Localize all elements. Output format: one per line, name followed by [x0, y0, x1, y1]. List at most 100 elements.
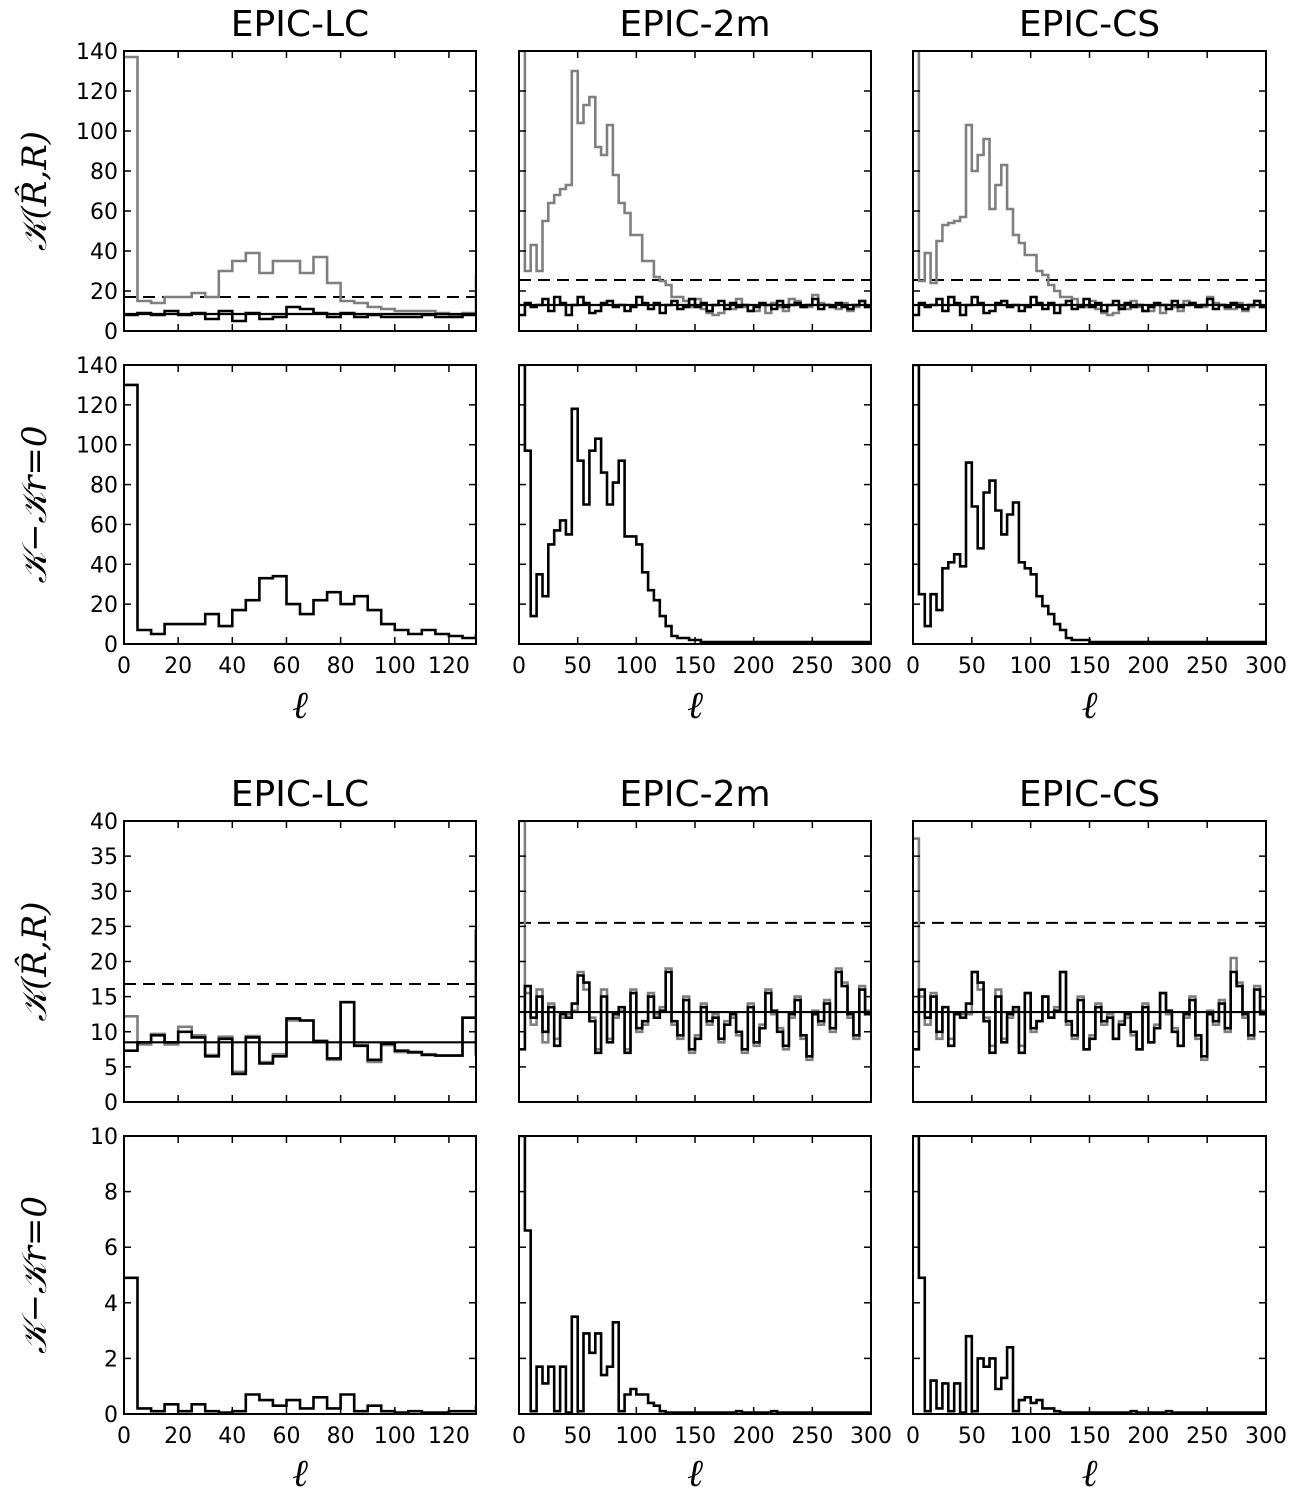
series-gray-line	[913, 837, 1266, 1062]
y-tick-label: 40	[90, 810, 118, 835]
y-tick-label: 4	[104, 1292, 118, 1317]
series-gray-line	[124, 929, 476, 1074]
x-tick-label: 0	[512, 1424, 526, 1449]
y-tick-label: 140	[76, 40, 118, 65]
series-gray-line	[519, 821, 871, 1062]
y-axis-label: 𝒦(R̂,R)	[14, 131, 55, 251]
y-tick-label: 0	[104, 633, 118, 658]
panel-EPIC-CS-row1	[912, 50, 1267, 332]
panel-EPIC-2m-row2: 0 50 100 150 200 250 300	[512, 364, 892, 679]
y-axis-label: 𝒦(R̂,R)	[14, 901, 55, 1021]
panel-title: EPIC-2m	[619, 4, 770, 45]
panel-EPIC-LC-row2: 0 20 40 60 80 100 120 0 20 40 60 80 100 120 140	[76, 354, 477, 679]
y-tick-label: 80	[90, 160, 118, 185]
axes-frame	[123, 820, 477, 1103]
series-gray-line	[124, 55, 476, 317]
x-tick-label: 80	[327, 654, 355, 679]
x-axis-label: ℓ	[687, 1451, 703, 1494]
y-tick-label: 30	[90, 880, 118, 905]
y-tick-label: 10	[90, 1125, 118, 1150]
y-tick-label: 140	[76, 354, 118, 379]
panel-title: EPIC-2m	[619, 774, 770, 815]
panel-EPIC-CS-row2: 0 50 100 150 200 250 300	[906, 1135, 1287, 1449]
x-tick-label: 50	[958, 1424, 986, 1449]
y-tick-label: 100	[76, 120, 118, 145]
x-axis-label: ℓ	[292, 683, 308, 727]
series-black-line	[519, 365, 871, 644]
x-tick-label: 0	[117, 654, 131, 679]
y-tick-label: 0	[104, 1403, 118, 1428]
y-tick-label: 0	[104, 1091, 118, 1116]
y-tick-label: 8	[104, 1181, 118, 1206]
x-tick-label: 60	[272, 654, 300, 679]
y-axis-label: 𝒦−𝒦r=0	[15, 425, 55, 583]
axes-frame	[123, 1135, 477, 1415]
x-tick-label: 300	[850, 1424, 892, 1449]
x-tick-label: 80	[327, 1424, 355, 1449]
panel-EPIC-LC-row2: 0 20 40 60 80 100 120 0 2 4 6 8 10	[90, 1125, 477, 1449]
x-tick-label: 300	[1245, 1424, 1287, 1449]
y-tick-label: 0	[104, 320, 118, 345]
series-gray-line	[519, 51, 871, 317]
chart-group-top: EPIC-LC 0 20 40 60 80 100 120 140 0 20 40 60 80 100 120…	[14, 4, 1287, 727]
panel-EPIC-2m-row1	[518, 820, 872, 1103]
series-black-line	[913, 365, 1266, 644]
panel-title: EPIC-LC	[231, 774, 369, 815]
panel-title: EPIC-CS	[1019, 774, 1160, 815]
y-tick-label: 20	[90, 951, 118, 976]
x-tick-label: 100	[615, 1424, 657, 1449]
series-black-line	[124, 1276, 476, 1414]
x-tick-label: 50	[564, 1424, 592, 1449]
x-tick-label: 0	[117, 1424, 131, 1449]
x-tick-label: 100	[1010, 1424, 1052, 1449]
x-tick-label: 250	[1186, 1424, 1228, 1449]
x-tick-label: 200	[1127, 654, 1169, 679]
x-axis-label: ℓ	[687, 683, 703, 727]
y-axis-label: 𝒦−𝒦r=0	[15, 1196, 55, 1354]
panel-EPIC-CS-row1	[912, 820, 1267, 1103]
x-tick-label: 0	[512, 654, 526, 679]
y-tick-label: 5	[104, 1056, 118, 1081]
y-tick-label: 10	[90, 1021, 118, 1046]
panel-EPIC-CS-row2: 0 50 100 150 200 250 300	[906, 364, 1287, 679]
x-tick-label: 120	[428, 1424, 470, 1449]
axes-frame	[123, 50, 477, 332]
y-tick-label: 40	[90, 240, 118, 265]
axes-frame	[518, 820, 872, 1103]
panel-title: EPIC-CS	[1019, 4, 1160, 45]
x-tick-label: 150	[1069, 654, 1111, 679]
x-tick-label: 150	[674, 654, 716, 679]
x-tick-label: 40	[218, 1424, 246, 1449]
x-tick-label: 300	[1245, 654, 1287, 679]
panel-title: EPIC-LC	[231, 4, 369, 45]
series-black-line	[913, 970, 1266, 1058]
x-axis-label: ℓ	[1082, 683, 1098, 727]
panel-EPIC-LC-row1: 0 5 10 15 20 25 30 35 40	[90, 810, 477, 1116]
x-tick-label: 250	[1186, 654, 1228, 679]
x-tick-label: 20	[164, 654, 192, 679]
x-tick-label: 150	[1069, 1424, 1111, 1449]
y-tick-label: 80	[90, 474, 118, 499]
series-black-line	[913, 1136, 1266, 1414]
x-tick-label: 250	[791, 654, 833, 679]
panel-EPIC-2m-row2: 0 50 100 150 200 250 300	[512, 1135, 892, 1449]
x-tick-label: 200	[733, 1424, 775, 1449]
y-tick-label: 20	[90, 280, 118, 305]
axes-frame	[912, 820, 1267, 1103]
x-tick-label: 100	[615, 654, 657, 679]
x-tick-label: 60	[272, 1424, 300, 1449]
x-tick-label: 100	[374, 1424, 416, 1449]
x-tick-label: 120	[428, 654, 470, 679]
x-tick-label: 150	[674, 1424, 716, 1449]
y-tick-label: 35	[90, 845, 118, 870]
series-black-line	[519, 1136, 871, 1414]
x-tick-label: 40	[218, 654, 246, 679]
x-tick-label: 20	[164, 1424, 192, 1449]
x-tick-label: 0	[906, 654, 920, 679]
x-tick-label: 100	[374, 654, 416, 679]
series-gray-line	[913, 51, 1266, 317]
y-tick-label: 15	[90, 986, 118, 1011]
x-axis-label: ℓ	[1082, 1451, 1098, 1494]
